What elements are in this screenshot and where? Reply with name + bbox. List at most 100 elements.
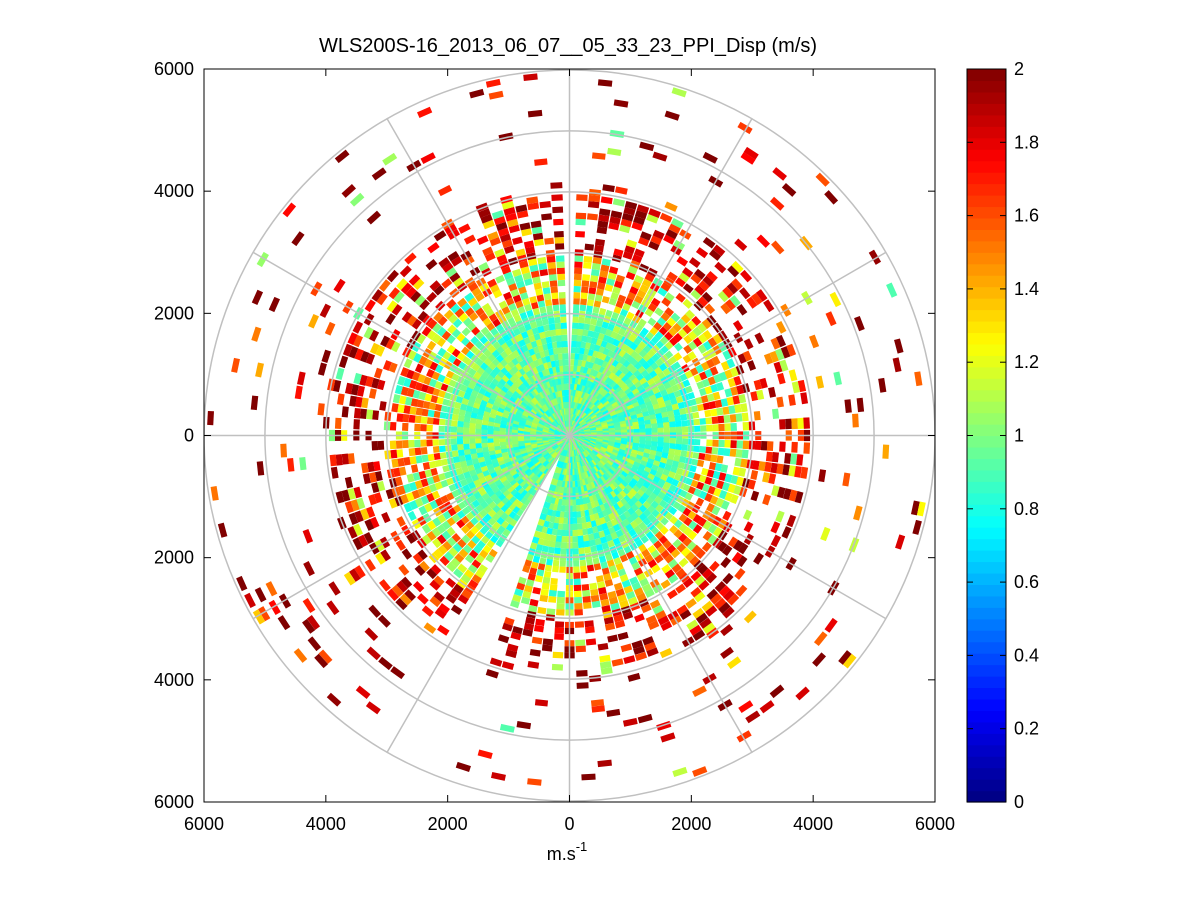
data-cell <box>664 110 680 121</box>
data-cell <box>416 399 425 408</box>
data-cell <box>409 406 417 415</box>
data-cell <box>365 353 376 365</box>
data-cell <box>657 427 664 434</box>
data-cell <box>398 466 407 476</box>
data-cell <box>697 403 705 412</box>
data-cell <box>619 480 629 489</box>
data-cell <box>456 352 466 361</box>
data-cell <box>502 333 511 343</box>
data-cell <box>603 616 614 625</box>
colorbar-segment <box>967 378 1006 391</box>
data-cell <box>633 492 642 502</box>
data-cell <box>421 408 429 417</box>
data-cell <box>590 594 600 603</box>
data-cell <box>446 492 455 501</box>
data-cell <box>512 625 523 635</box>
data-cell <box>657 422 664 430</box>
data-cell <box>344 476 354 489</box>
data-cell <box>613 280 623 289</box>
data-cell <box>612 325 621 334</box>
data-cell <box>577 541 585 549</box>
data-cell <box>403 456 411 466</box>
data-cell <box>892 357 902 373</box>
data-cell <box>341 183 357 198</box>
data-cell <box>360 350 370 363</box>
data-cell <box>675 467 684 476</box>
data-cell <box>756 234 771 248</box>
colorbar-segment <box>967 91 1006 104</box>
data-cell <box>664 292 675 302</box>
data-cell <box>677 328 688 339</box>
data-cell <box>414 447 422 456</box>
data-cell <box>598 208 611 217</box>
data-cell <box>701 600 714 613</box>
data-cell <box>663 437 670 444</box>
data-cell <box>368 494 377 506</box>
data-cell <box>548 540 556 548</box>
data-cell <box>844 399 852 413</box>
data-cell <box>554 322 562 330</box>
data-cell <box>689 555 700 566</box>
data-cell <box>446 298 457 309</box>
data-cell <box>829 291 842 308</box>
data-cell <box>645 614 657 625</box>
data-cell <box>554 541 562 549</box>
data-cell <box>531 536 540 544</box>
data-cell <box>695 548 706 560</box>
data-cell <box>673 342 683 352</box>
data-cell <box>400 282 413 295</box>
data-cell <box>776 486 786 499</box>
data-cell <box>467 481 476 490</box>
data-cell <box>282 202 297 218</box>
data-cell <box>730 475 739 485</box>
data-cell <box>389 440 397 450</box>
data-cell <box>695 364 705 374</box>
data-cell <box>443 376 452 385</box>
data-cell <box>451 444 458 451</box>
data-cell <box>679 456 687 464</box>
data-cell <box>417 310 428 322</box>
data-cell <box>386 300 398 313</box>
data-cell <box>560 548 567 555</box>
data-cell <box>440 494 449 504</box>
data-cell <box>614 386 624 395</box>
data-cell <box>679 373 688 382</box>
data-cell <box>785 418 792 430</box>
data-cell <box>409 379 418 390</box>
data-cell <box>786 343 797 357</box>
data-cell <box>694 268 706 280</box>
data-cell <box>581 280 590 288</box>
data-cell <box>684 370 694 379</box>
data-cell <box>550 478 559 486</box>
data-cell <box>726 282 739 295</box>
colorbar-segment <box>967 355 1006 368</box>
data-cell <box>468 549 479 559</box>
data-cell <box>627 672 641 682</box>
data-cell <box>585 626 595 634</box>
data-cell <box>465 530 475 540</box>
data-cell <box>352 537 364 551</box>
data-cell <box>706 393 715 402</box>
data-cell <box>404 589 417 602</box>
data-cell <box>518 260 529 269</box>
data-cell <box>609 216 621 225</box>
colorbar-segment <box>967 698 1006 711</box>
grid-spoke <box>569 434 887 620</box>
data-cell <box>465 511 475 521</box>
y-tick-label: 4000 <box>154 181 194 201</box>
data-cell <box>534 699 549 707</box>
data-cell <box>450 256 463 267</box>
data-cell <box>592 331 600 339</box>
data-cell <box>475 307 485 317</box>
data-cell <box>573 578 581 586</box>
data-cell <box>584 620 594 628</box>
data-cell <box>680 547 691 557</box>
data-cell <box>344 501 354 514</box>
data-cell <box>706 424 713 432</box>
data-cell <box>668 448 676 456</box>
data-cell <box>470 336 480 345</box>
data-cell <box>419 560 430 572</box>
colorbar-segment <box>967 69 1006 82</box>
data-cell <box>763 299 775 313</box>
data-cell <box>348 346 359 359</box>
